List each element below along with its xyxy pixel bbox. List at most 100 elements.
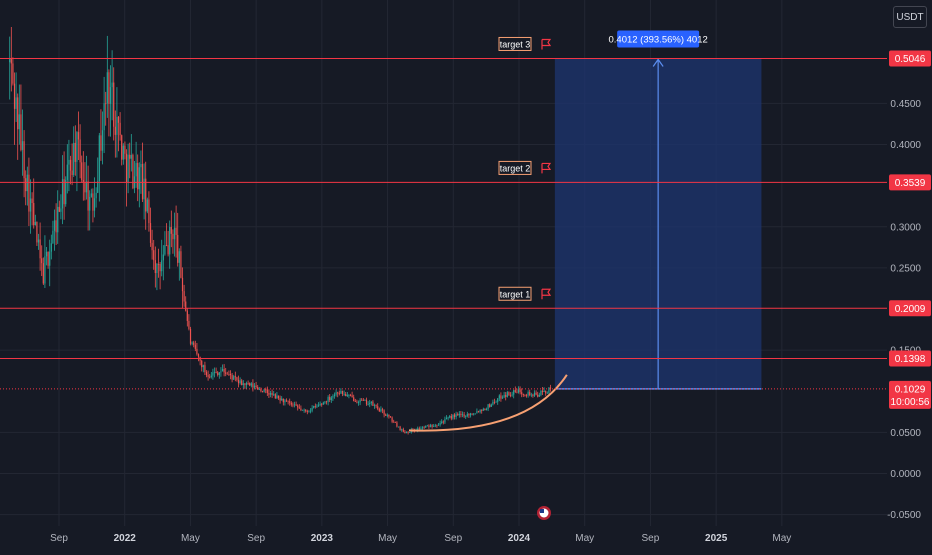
candle-body: [90, 193, 92, 197]
candle-body: [519, 389, 521, 393]
candle-body: [41, 258, 43, 264]
candle-body: [373, 405, 376, 407]
candle-body: [17, 97, 19, 130]
candle-body: [473, 413, 475, 415]
candle-body: [244, 383, 246, 385]
countdown-label: 10:00:56: [891, 397, 930, 408]
candle-body: [9, 57, 11, 63]
candle-body: [474, 413, 476, 415]
candle-body: [117, 116, 120, 123]
candle-body: [525, 394, 528, 396]
candle-body: [423, 427, 425, 429]
x-tick-label: 2025: [705, 533, 728, 544]
candle-body: [169, 227, 171, 255]
candle-body: [357, 402, 360, 403]
projection-label-box: [617, 30, 700, 48]
candle-body: [433, 426, 435, 427]
candle-body: [253, 385, 256, 388]
candle-body: [73, 142, 75, 175]
candle-body: [298, 407, 300, 409]
candle-body: [327, 396, 329, 402]
candle-body: [441, 421, 443, 424]
y-tick-label: 0.0000: [890, 469, 921, 480]
candle-body: [300, 408, 302, 411]
candle-body: [535, 392, 537, 395]
candle-body: [164, 245, 166, 255]
y-tick-label: 0.2500: [890, 263, 921, 274]
candle-body: [42, 263, 44, 284]
candle-body: [231, 375, 233, 380]
candle-body: [173, 227, 176, 240]
candle-body: [361, 399, 363, 401]
candle-body: [364, 399, 366, 401]
time-axis[interactable]: Sep 2022 May Sep 2023 May Sep 2024 May Sep 2025 May: [0, 526, 932, 550]
candle-body: [521, 392, 523, 395]
candle-body: [143, 178, 145, 200]
candle-body: [177, 234, 179, 263]
candle-body: [138, 167, 140, 190]
x-tick-label: May: [772, 533, 791, 544]
candle-body: [346, 395, 348, 397]
candle-body: [113, 82, 115, 127]
candle-body: [468, 413, 470, 416]
candle-body: [447, 417, 449, 419]
candle-body: [349, 394, 352, 396]
target-label-box: [498, 286, 532, 301]
candle-body: [21, 141, 24, 150]
candle-body: [124, 145, 126, 154]
candle-body: [125, 153, 128, 183]
candle-body: [221, 369, 224, 372]
candle-body: [409, 432, 411, 433]
candle-body: [209, 376, 211, 378]
projection-arrow-head: [652, 58, 664, 67]
target-label: target 3: [500, 39, 531, 49]
candle-body: [306, 411, 308, 413]
target-label-box: [498, 160, 532, 175]
candle-body: [305, 409, 307, 412]
candle-body: [241, 380, 243, 385]
candle-body: [61, 179, 64, 209]
candle-body: [508, 392, 510, 396]
rounded-bottom-curve: [408, 374, 568, 432]
candle-body: [457, 414, 459, 416]
candle-body: [145, 178, 147, 212]
candle-body: [397, 426, 400, 428]
candle-body: [322, 402, 324, 405]
flag-icon: [541, 38, 552, 50]
candle-body: [377, 406, 379, 409]
candle-body: [265, 389, 267, 391]
candle-body: [429, 425, 432, 427]
candle-body: [321, 403, 323, 405]
candle-body: [255, 385, 257, 388]
candle-body: [417, 428, 419, 431]
candle-body: [213, 372, 216, 373]
candle-body: [202, 365, 204, 368]
candle-body: [132, 155, 134, 189]
candle-body: [338, 393, 340, 395]
candle-body: [157, 263, 160, 265]
candle-body: [458, 413, 460, 416]
candle-body: [116, 116, 118, 135]
candle-body: [449, 416, 451, 418]
candle-body: [55, 220, 57, 233]
x-tick-label: 2022: [114, 533, 137, 544]
candle-body: [239, 380, 241, 384]
candle-body: [74, 142, 76, 162]
candle-body: [186, 310, 188, 321]
candle-body: [140, 164, 142, 168]
candle-body: [122, 145, 124, 160]
candle-body: [522, 394, 524, 395]
candle-body: [92, 193, 94, 211]
candle-body: [82, 179, 84, 183]
candle-body: [465, 416, 467, 417]
candle-body: [485, 409, 488, 410]
candle-body: [282, 398, 284, 403]
candle-body: [471, 413, 473, 415]
candle-body: [311, 408, 313, 411]
price-axis[interactable]: 0.45000.40000.30000.25000.15000.05000.00…: [887, 0, 932, 550]
currency-badge[interactable]: USDT: [893, 6, 927, 28]
candle-body: [97, 181, 99, 193]
y-tick-label: 0.4500: [890, 99, 921, 110]
